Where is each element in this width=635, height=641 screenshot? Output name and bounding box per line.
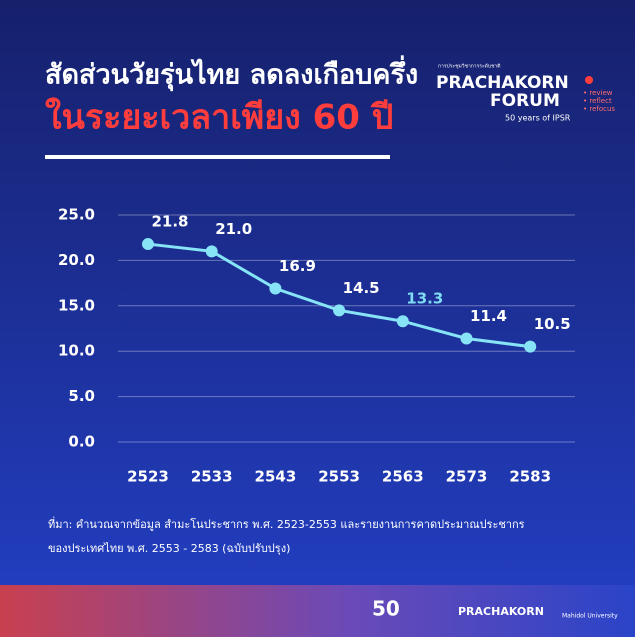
- footer-band: [0, 585, 635, 637]
- source: ของประเทศไทย พ.ศ. 2553 - 2583 (ฉบับปรับป…: [48, 542, 290, 555]
- footer-logo: PRACHAKORN: [458, 605, 544, 618]
- underline: [45, 155, 390, 159]
- y-tick-label: 10.0: [58, 342, 95, 360]
- x-tick-label: 2523: [127, 468, 169, 486]
- point: [205, 245, 218, 258]
- logo-name: PRACHAKORN: [436, 73, 569, 93]
- footer-logo: 50: [372, 597, 400, 621]
- y-tick-label: 0.0: [68, 433, 95, 451]
- logo-top: การประชุมวิชาการระดับชาติ: [438, 63, 501, 70]
- x-tick-label: 2563: [382, 468, 424, 486]
- value-label: 14.5: [343, 279, 380, 297]
- point: [524, 340, 537, 353]
- value-label: 21.8: [151, 213, 188, 231]
- point: [142, 238, 154, 251]
- logo-tag: • refocus: [583, 105, 615, 113]
- point: [269, 282, 282, 295]
- value-label: 16.9: [279, 257, 316, 275]
- source: ที่มา: คำนวณจากข้อมูล สำมะโนประชากร พ.ศ.…: [48, 516, 525, 531]
- x-tick-label: 2583: [509, 468, 551, 486]
- footer-logo: Mahidol University: [562, 613, 618, 620]
- value-label: 21.0: [215, 220, 252, 238]
- point: [460, 332, 473, 345]
- y-tick-label: 20.0: [58, 251, 95, 269]
- logo-years: 50 years of IPSR: [505, 114, 571, 123]
- point: [396, 315, 409, 328]
- x-tick-label: 2533: [191, 468, 233, 486]
- x-tick-label: 2553: [318, 468, 360, 486]
- logo-tag: • review: [583, 89, 613, 97]
- value-label: 13.3: [406, 290, 443, 308]
- logo-dot: [585, 76, 593, 84]
- y-tick-label: 25.0: [58, 206, 95, 224]
- logo-name: FORUM: [490, 91, 560, 111]
- chart-title: สัดส่วนวัยรุ่นไทย ลดลงเกือบครึ่ง: [45, 55, 418, 92]
- chart-subtitle: ในระยะเวลาเพียง 60 ปี: [45, 97, 393, 138]
- point: [333, 304, 346, 317]
- value-label: 10.5: [534, 315, 571, 333]
- y-tick-label: 5.0: [68, 387, 95, 405]
- x-tick-label: 2573: [446, 468, 488, 486]
- value-label: 11.4: [470, 307, 507, 325]
- y-tick-label: 15.0: [58, 296, 95, 314]
- x-tick-label: 2543: [255, 468, 297, 486]
- logo-tag: • reflect: [583, 97, 612, 105]
